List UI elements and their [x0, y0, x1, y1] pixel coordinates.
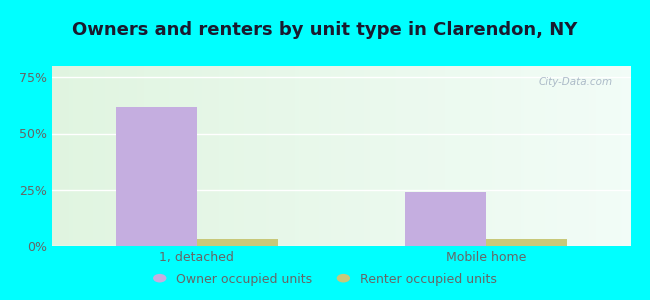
Bar [405, 192, 486, 246]
Legend: Owner occupied units, Renter occupied units: Owner occupied units, Renter occupied un… [148, 268, 502, 291]
Text: City-Data.com: City-Data.com [539, 77, 613, 87]
Bar [116, 106, 196, 246]
Bar [196, 239, 278, 246]
Text: Owners and renters by unit type in Clarendon, NY: Owners and renters by unit type in Clare… [72, 21, 578, 39]
Bar [486, 239, 567, 246]
